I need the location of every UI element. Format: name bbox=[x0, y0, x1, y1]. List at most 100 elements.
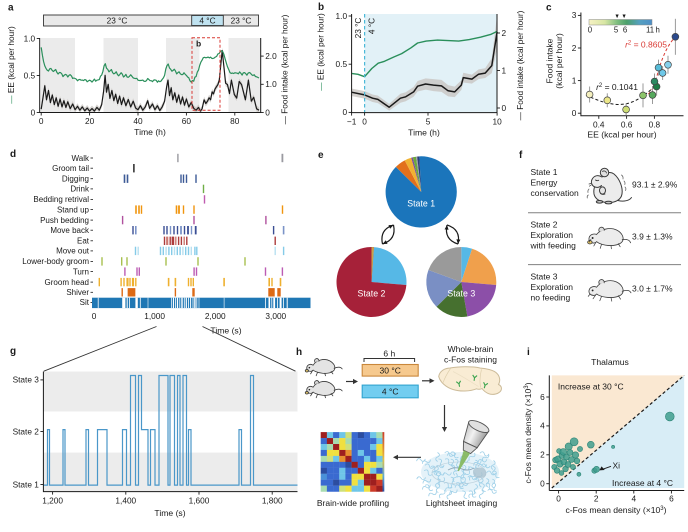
svg-text:4: 4 bbox=[540, 421, 545, 431]
svg-text:Push bedding: Push bedding bbox=[40, 216, 89, 225]
svg-text:Increase at 4 °C: Increase at 4 °C bbox=[612, 478, 673, 488]
svg-text:State 1: State 1 bbox=[13, 479, 40, 489]
svg-text:6: 6 bbox=[540, 392, 545, 402]
svg-text:0: 0 bbox=[572, 108, 577, 118]
svg-text:0: 0 bbox=[362, 116, 367, 126]
svg-text:2: 2 bbox=[502, 28, 507, 38]
svg-text:Exploration: Exploration bbox=[531, 282, 574, 292]
svg-text:0: 0 bbox=[588, 26, 593, 35]
svg-text:Time (h): Time (h) bbox=[408, 128, 440, 138]
svg-text:State 3: State 3 bbox=[13, 375, 40, 385]
svg-text:2,000: 2,000 bbox=[205, 311, 226, 321]
svg-text:0: 0 bbox=[342, 107, 347, 117]
svg-text:conservation: conservation bbox=[531, 188, 579, 198]
svg-text:40: 40 bbox=[133, 116, 143, 126]
svg-text:1.0: 1.0 bbox=[265, 79, 277, 89]
svg-text:80: 80 bbox=[230, 116, 240, 126]
svg-text:23 °C: 23 °C bbox=[231, 16, 252, 26]
svg-text:Whole-brain: Whole-brain bbox=[448, 344, 494, 354]
svg-text:Time (s): Time (s) bbox=[210, 326, 241, 336]
svg-text:4 °C: 4 °C bbox=[382, 387, 399, 397]
svg-text:20: 20 bbox=[85, 116, 95, 126]
svg-text:Time (s): Time (s) bbox=[154, 508, 185, 518]
svg-text:3: 3 bbox=[572, 10, 577, 20]
svg-text:0.5: 0.5 bbox=[336, 59, 348, 69]
svg-text:State 2: State 2 bbox=[531, 220, 558, 230]
svg-text:c: c bbox=[546, 3, 552, 14]
svg-text:Stand up: Stand up bbox=[57, 205, 90, 214]
svg-text:4: 4 bbox=[631, 494, 636, 504]
svg-text:1,600: 1,600 bbox=[189, 496, 210, 506]
svg-text:a: a bbox=[8, 3, 14, 14]
svg-text:Lower-body groom: Lower-body groom bbox=[22, 257, 89, 266]
svg-text:2: 2 bbox=[594, 494, 599, 504]
svg-text:Groom head: Groom head bbox=[45, 278, 89, 287]
svg-text:2: 2 bbox=[572, 43, 577, 53]
svg-text:93.1 ± 2.9%: 93.1 ± 2.9% bbox=[632, 180, 678, 190]
svg-text:Move back: Move back bbox=[50, 226, 90, 235]
svg-text:State 2: State 2 bbox=[13, 426, 40, 436]
svg-text:3.0 ± 1.7%: 3.0 ± 1.7% bbox=[632, 284, 673, 294]
svg-text:2.0: 2.0 bbox=[265, 51, 277, 61]
svg-text:6: 6 bbox=[669, 494, 674, 504]
svg-text:— EE (kcal per hour): — EE (kcal per hour) bbox=[316, 13, 326, 91]
svg-text:0.8: 0.8 bbox=[649, 120, 661, 130]
svg-text:g: g bbox=[10, 346, 16, 357]
svg-text:1.0: 1.0 bbox=[336, 11, 348, 21]
svg-text:Groom tail: Groom tail bbox=[52, 164, 89, 173]
svg-text:e: e bbox=[318, 150, 324, 161]
svg-text:10: 10 bbox=[492, 116, 502, 126]
svg-text:3,000: 3,000 bbox=[265, 311, 286, 321]
svg-text:r2 = 0.1041: r2 = 0.1041 bbox=[596, 82, 638, 92]
svg-text:d: d bbox=[10, 149, 16, 160]
svg-text:Lightsheet imaging: Lightsheet imaging bbox=[426, 498, 498, 508]
svg-text:f: f bbox=[519, 150, 523, 161]
svg-text:−1: −1 bbox=[347, 116, 357, 126]
svg-text:0: 0 bbox=[540, 479, 545, 489]
svg-text:c-Fos staining: c-Fos staining bbox=[444, 355, 497, 365]
svg-text:11: 11 bbox=[646, 26, 654, 35]
svg-text:1,200: 1,200 bbox=[42, 496, 63, 506]
svg-text:1,800: 1,800 bbox=[262, 496, 283, 506]
svg-text:1: 1 bbox=[572, 75, 577, 85]
svg-text:Walk: Walk bbox=[72, 154, 90, 163]
svg-text:Bedding retrival: Bedding retrival bbox=[33, 195, 89, 204]
svg-text:Xi: Xi bbox=[613, 461, 621, 471]
svg-text:State 3: State 3 bbox=[447, 289, 475, 299]
svg-text:c-Fos mean density (×103): c-Fos mean density (×103) bbox=[523, 382, 533, 483]
svg-text:Eat: Eat bbox=[77, 237, 90, 246]
svg-text:Exploration: Exploration bbox=[531, 230, 574, 240]
svg-text:EE (kcal per hour): EE (kcal per hour) bbox=[587, 130, 656, 140]
svg-text:State 1: State 1 bbox=[407, 198, 435, 208]
svg-text:no feeding: no feeding bbox=[531, 292, 571, 302]
svg-text:0.5: 0.5 bbox=[24, 70, 36, 80]
svg-text:2: 2 bbox=[540, 450, 545, 460]
svg-text:23 °C: 23 °C bbox=[353, 18, 363, 39]
svg-text:with feeding: with feeding bbox=[530, 241, 577, 251]
svg-text:— EE (kcal per hour): — EE (kcal per hour) bbox=[6, 26, 16, 104]
svg-text:60: 60 bbox=[182, 116, 192, 126]
svg-text:0.4: 0.4 bbox=[593, 120, 605, 130]
svg-text:Turn: Turn bbox=[73, 267, 89, 276]
svg-text:1.0: 1.0 bbox=[24, 33, 36, 43]
svg-text:r2 = 0.8605: r2 = 0.8605 bbox=[625, 40, 667, 50]
svg-text:Digging: Digging bbox=[62, 175, 89, 184]
svg-text:0: 0 bbox=[265, 107, 270, 117]
svg-text:0: 0 bbox=[502, 103, 507, 113]
svg-text:0: 0 bbox=[556, 494, 561, 504]
svg-text:Increase at 30 °C: Increase at 30 °C bbox=[558, 382, 624, 392]
svg-text:0: 0 bbox=[92, 311, 97, 321]
svg-text:1,400: 1,400 bbox=[115, 496, 136, 506]
svg-text:Move out: Move out bbox=[56, 247, 90, 256]
svg-text:Shiver: Shiver bbox=[66, 288, 89, 297]
svg-text:Sit: Sit bbox=[80, 298, 90, 307]
svg-text:Energy: Energy bbox=[531, 177, 559, 187]
svg-text:c-Fos mean density (×103): c-Fos mean density (×103) bbox=[565, 505, 666, 515]
svg-text:— Food intake (kcal per hour): — Food intake (kcal per hour) bbox=[515, 10, 525, 120]
svg-text:4 °C: 4 °C bbox=[367, 18, 377, 34]
svg-text:0: 0 bbox=[31, 107, 36, 117]
svg-text:30 °C: 30 °C bbox=[380, 365, 401, 375]
svg-text:0: 0 bbox=[39, 116, 44, 126]
svg-text:Drink: Drink bbox=[70, 185, 90, 194]
svg-text:h: h bbox=[656, 26, 660, 35]
